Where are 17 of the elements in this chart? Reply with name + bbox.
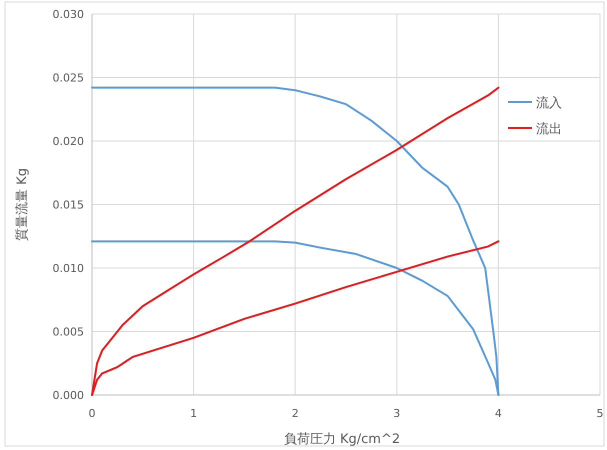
x-tick-label: 3 [393,407,400,420]
y-tick-label: 0.010 [52,262,84,275]
y-tick-label: 0.030 [52,8,84,21]
x-tick-label: 1 [190,407,198,420]
y-tick-label: 0.025 [52,72,84,84]
y-tick-label: 0.015 [52,198,84,212]
x-tick-label: 2 [292,407,299,420]
legend-label: 流出 [536,121,562,137]
y-tick-label: 0.005 [52,326,84,338]
legend-label: 流入 [536,95,562,111]
x-tick-label: 0 [88,407,96,420]
x-tick-label: 4 [494,407,502,420]
y-tick-label: 0.020 [52,135,84,148]
y-axis-title: 質量流量 Kg [14,168,30,241]
x-axis-title: 負荷圧力 Kg/cm^2 [284,432,400,447]
y-tick-label: 0.000 [52,389,84,402]
x-tick-label: 5 [596,407,604,420]
